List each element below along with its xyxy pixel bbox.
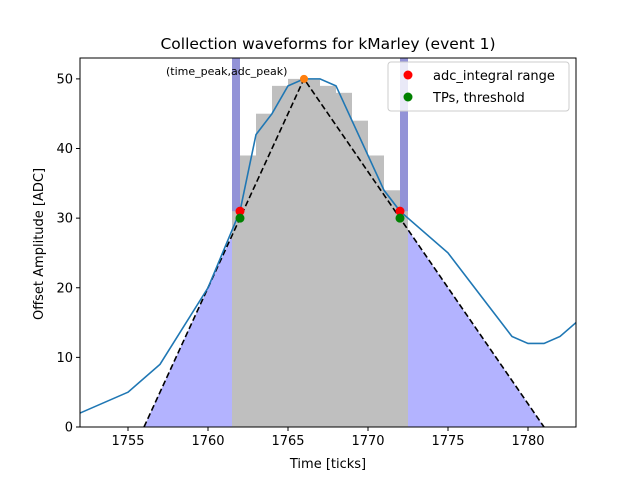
legend-label-adc-integral-range: adc_integral range <box>433 69 555 84</box>
x-axis-label: Time [ticks] <box>289 457 366 472</box>
axes-frame <box>79 57 577 428</box>
legend: adc_integral range TPs, threshold <box>387 61 570 112</box>
legend-green-marker <box>403 92 413 102</box>
histogram-bar <box>256 113 272 427</box>
histogram-bar <box>272 85 288 427</box>
tps-threshold-point <box>395 213 405 223</box>
histogram-bar <box>352 120 368 427</box>
histogram-bar <box>232 211 240 427</box>
x-tick-label: 1770 <box>351 434 384 449</box>
y-tick-label: 50 <box>56 72 73 87</box>
adc-integral-range-point <box>235 206 245 216</box>
histogram-bar <box>368 155 384 427</box>
plot-content <box>80 58 576 427</box>
y-tick-label: 20 <box>56 281 73 296</box>
histogram-bar <box>384 190 400 427</box>
x-tick-label: 1755 <box>111 434 144 449</box>
chart-title: Collection waveforms for kMarley (event … <box>160 35 495 53</box>
x-tick-label: 1760 <box>191 434 224 449</box>
legend-box <box>387 61 570 112</box>
x-tick-label: 1780 <box>511 434 544 449</box>
peak-marker <box>300 74 308 83</box>
y-axis-label: Offset Amplitude [ADC] <box>32 168 47 320</box>
y-tick-label: 10 <box>56 351 73 366</box>
histogram-bar <box>336 92 352 427</box>
waveform-line <box>80 78 576 414</box>
y-tick-label: 0 <box>65 421 73 436</box>
plot-area: 1755 1760 1765 1770 1775 1780 0 10 20 30 40 50 <box>56 57 577 449</box>
peak-annotation: (time_peak,adc_peak) <box>166 65 287 78</box>
histogram-bar <box>288 78 304 427</box>
histogram-bar <box>320 85 336 427</box>
histogram-bar <box>400 211 408 427</box>
y-tick-label: 30 <box>56 212 73 227</box>
adc-integral-range-point <box>395 206 405 216</box>
histogram-bar <box>240 155 256 427</box>
histogram-bar <box>304 78 320 427</box>
x-tick-label: 1765 <box>271 434 304 449</box>
legend-red-marker <box>403 70 413 80</box>
legend-label-tps-threshold: TPs, threshold <box>432 91 525 106</box>
tps-threshold-point <box>235 213 245 223</box>
y-tick-label: 40 <box>56 142 73 157</box>
x-tick-label: 1775 <box>431 434 464 449</box>
